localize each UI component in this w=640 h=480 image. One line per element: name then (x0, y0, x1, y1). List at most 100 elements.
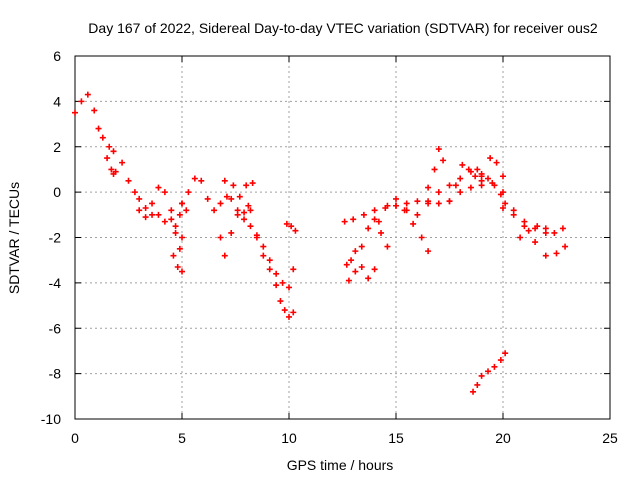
y-tick-label: -4 (49, 275, 62, 291)
data-point (221, 177, 228, 184)
data-point (525, 227, 532, 234)
data-point (478, 372, 485, 379)
data-points (72, 91, 569, 395)
data-point (562, 243, 569, 250)
data-point (245, 202, 252, 209)
data-point (378, 229, 385, 236)
data-point (281, 307, 288, 314)
data-point (99, 134, 106, 141)
series-arc-b (104, 155, 119, 177)
y-tick-label: -8 (49, 366, 62, 382)
axis-ticks (74, 55, 611, 420)
data-point (228, 229, 235, 236)
series-arc-r (474, 166, 509, 207)
y-tick-label: 2 (53, 139, 61, 155)
data-point (108, 166, 115, 173)
data-point (393, 195, 399, 202)
data-point (149, 211, 156, 218)
series-arc-t (517, 223, 566, 241)
data-point (446, 182, 453, 189)
data-point (288, 223, 295, 230)
y-tick-label: -2 (49, 230, 62, 246)
data-point (172, 229, 179, 236)
data-point (241, 209, 248, 216)
data-point (211, 207, 218, 214)
y-tick-label: 0 (53, 184, 61, 200)
data-point (559, 225, 566, 232)
data-point (500, 173, 506, 180)
data-point (350, 216, 357, 223)
data-point (371, 207, 378, 214)
x-tick-label: 0 (71, 430, 79, 446)
data-point (440, 157, 447, 164)
data-point (198, 177, 205, 184)
data-point (352, 248, 359, 255)
data-point (510, 211, 517, 218)
data-point (253, 234, 260, 241)
data-point (343, 261, 350, 268)
data-point (204, 195, 211, 202)
data-point (493, 159, 500, 166)
y-tick-label: 6 (53, 48, 61, 64)
data-point (78, 98, 85, 105)
data-point (403, 200, 410, 207)
data-point (491, 363, 498, 370)
y-axis-label: SDTVAR / TECUs (6, 182, 22, 294)
data-point (371, 266, 378, 273)
data-point (435, 200, 442, 207)
data-point (465, 166, 472, 173)
data-point (348, 257, 355, 264)
data-point (472, 173, 479, 180)
data-point (365, 275, 372, 282)
data-point (517, 234, 524, 241)
data-point (72, 109, 78, 116)
series-arc-h (221, 177, 297, 291)
series-arc-c (119, 159, 185, 230)
data-point (485, 368, 492, 375)
data-point (551, 229, 558, 236)
chart-title: Day 167 of 2022, Sidereal Day-to-day VTE… (88, 20, 598, 36)
data-point (403, 207, 410, 214)
data-point (91, 107, 98, 114)
series-arc-n (375, 195, 432, 255)
x-tick-label: 25 (602, 430, 618, 446)
series-arc-g (217, 202, 252, 259)
data-point (149, 200, 156, 207)
data-point (179, 268, 185, 275)
data-point (365, 225, 372, 232)
data-point (136, 207, 143, 214)
data-point (161, 218, 168, 225)
data-point (290, 266, 297, 273)
data-point (136, 195, 143, 202)
x-tick-label: 20 (495, 430, 511, 446)
series-arc-m (341, 177, 485, 225)
data-point (172, 223, 179, 230)
data-point (176, 245, 183, 252)
data-point (106, 143, 113, 150)
data-point (179, 234, 185, 241)
data-point (500, 205, 506, 212)
data-point (470, 388, 477, 395)
series-arc-f (179, 175, 256, 214)
data-point (286, 313, 292, 320)
data-point (542, 225, 549, 232)
data-point (384, 202, 391, 209)
data-point (273, 270, 280, 277)
data-point (491, 182, 498, 189)
data-point (341, 218, 348, 225)
data-point (104, 155, 111, 162)
data-point (502, 200, 509, 207)
data-point (497, 357, 504, 364)
data-point (478, 170, 485, 177)
data-point (485, 175, 492, 182)
data-point (110, 148, 117, 155)
data-point (425, 184, 432, 191)
data-point (95, 125, 102, 132)
data-point (435, 189, 442, 196)
series-arc-a (72, 91, 117, 155)
data-point (155, 184, 162, 191)
series-arc-j (283, 220, 299, 234)
data-point (236, 193, 243, 200)
data-point (217, 200, 224, 207)
data-point (230, 182, 237, 189)
